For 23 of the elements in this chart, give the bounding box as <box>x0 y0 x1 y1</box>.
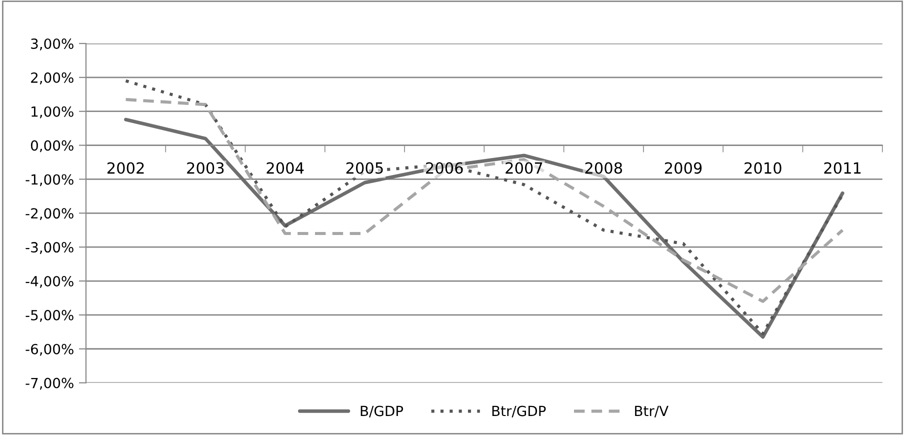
x-tick-label: 2003 <box>187 162 224 174</box>
y-tick-label: -1,00% <box>26 174 74 186</box>
y-tick-label: -5,00% <box>26 310 74 322</box>
x-tick-label: 2011 <box>824 162 861 174</box>
y-tick-label: 1,00% <box>32 106 74 118</box>
legend-label: B/GDP <box>360 406 404 418</box>
x-tick-label: 2010 <box>744 162 782 174</box>
x-tick-label: 2008 <box>585 162 622 174</box>
legend-label: Btr/V <box>635 406 668 418</box>
y-tick-label: -7,00% <box>26 378 74 390</box>
y-tick-label: -3,00% <box>26 242 74 254</box>
x-tick-label: 2004 <box>266 162 304 174</box>
y-tick-label: 2,00% <box>31 72 74 84</box>
x-tick-label: 2007 <box>506 162 542 174</box>
y-tick-label: -2,00% <box>26 208 74 220</box>
x-tick-label: 2005 <box>346 162 383 174</box>
y-tick-label: -4,00% <box>26 276 74 288</box>
x-tick-label: 2009 <box>664 162 702 174</box>
y-tick-label: -6,00% <box>26 344 74 356</box>
legend-label: Btr/GDP <box>492 406 546 418</box>
y-tick-label: 3,00% <box>31 38 74 50</box>
x-tick-label: 2002 <box>107 162 144 174</box>
y-tick-label: 0,00% <box>30 140 74 152</box>
